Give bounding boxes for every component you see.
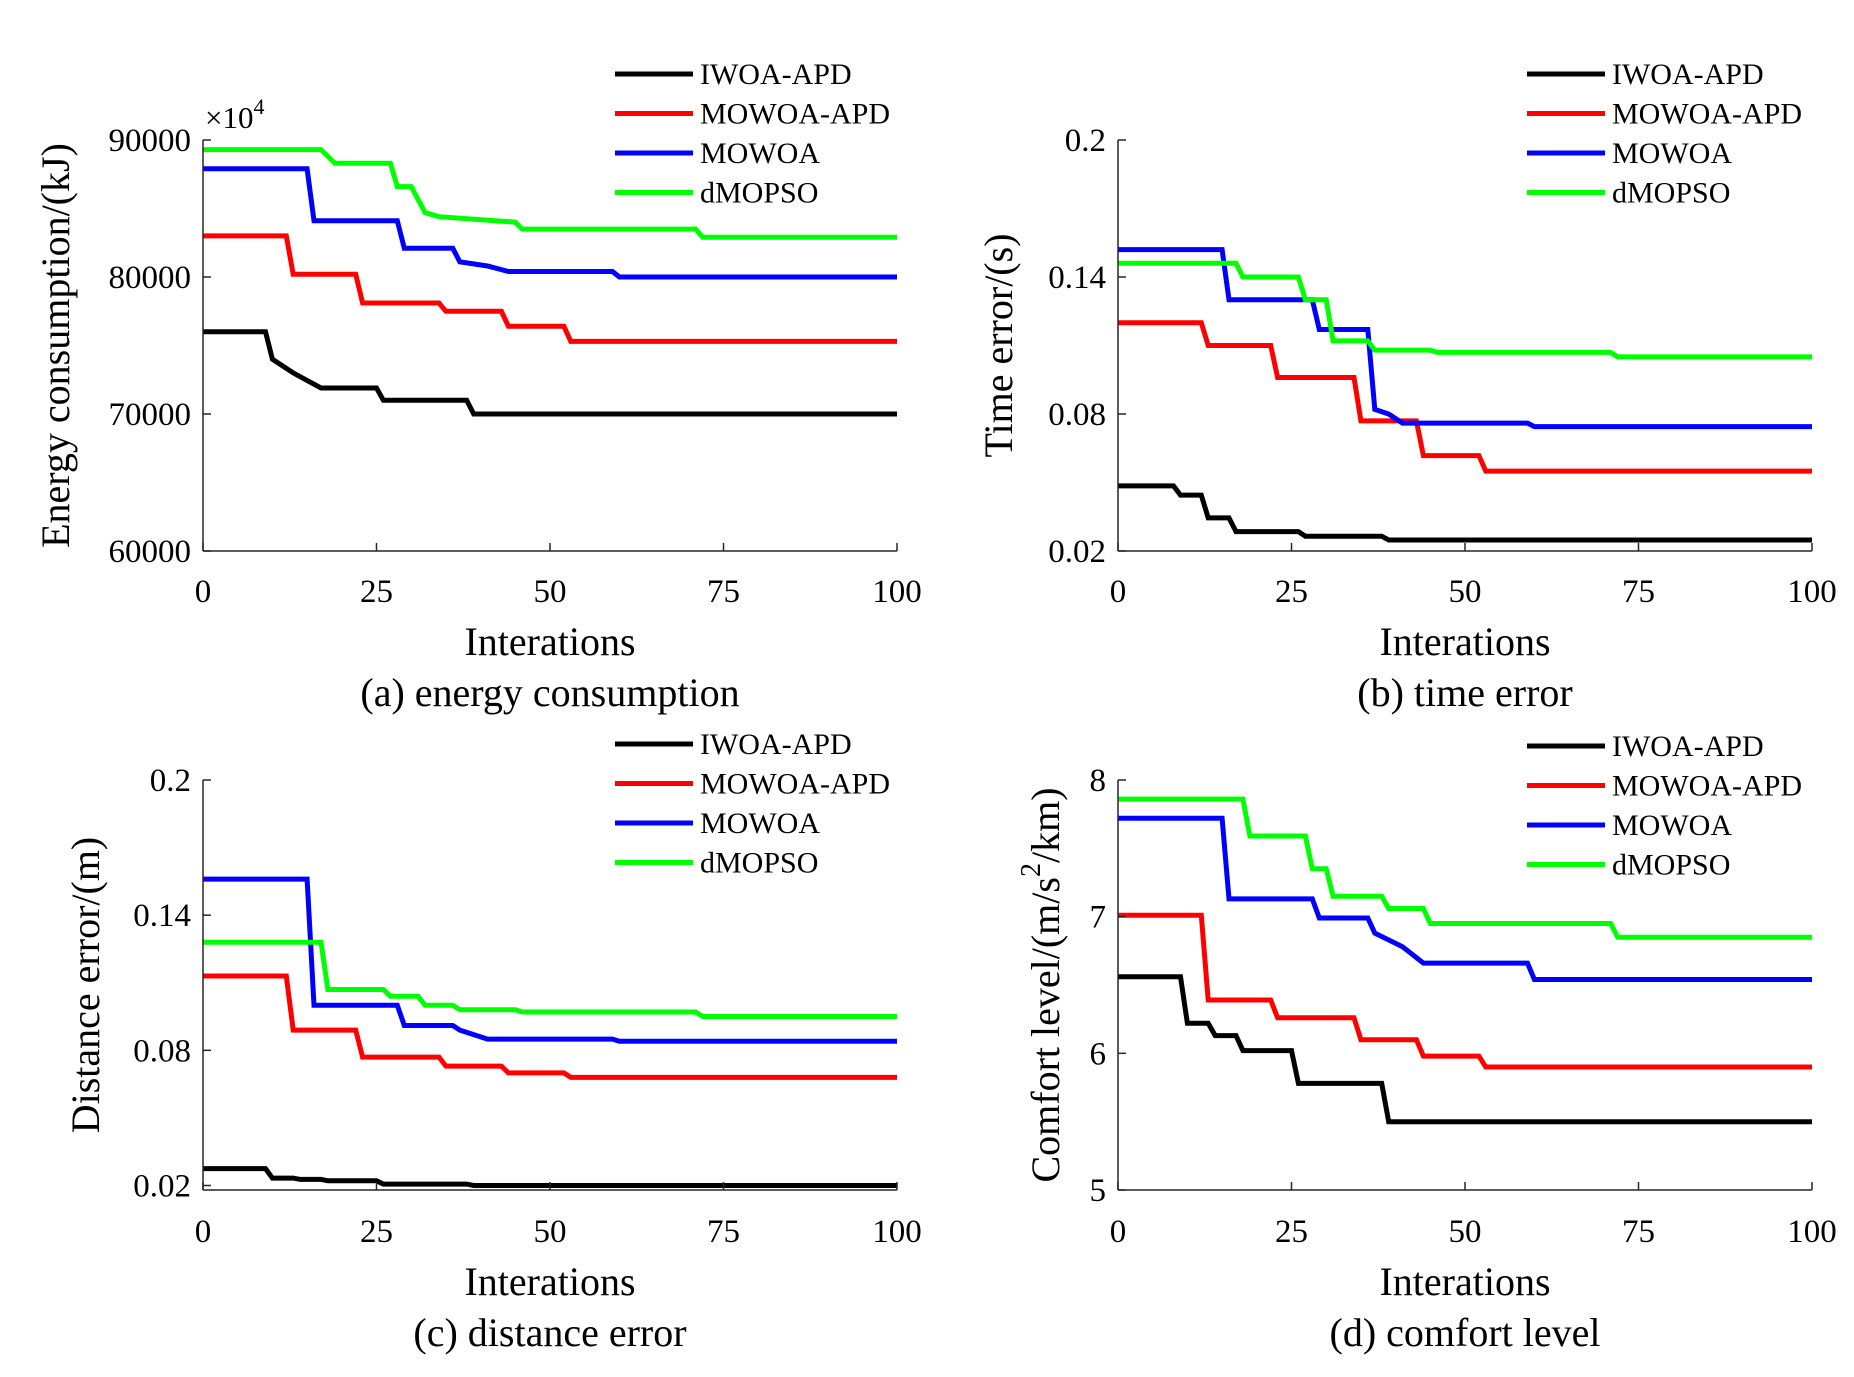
y-multiplier: ×104 [205,94,264,135]
chart-panel-3: 0 25 50 75 100 5 6 7 8 Interations Comfort level/(… [1016,730,1836,1355]
legend-label: IWOA-APD [1612,730,1764,763]
legend: IWOA-APD MOWOA-APD MOWOA dMOPSO [1527,58,1802,210]
legend-label: MOWOA [700,807,820,840]
x-tick-label: 100 [872,574,922,610]
legend-label: dMOPSO [1612,177,1730,210]
x-tick-label: 50 [534,1214,567,1250]
y-axis-label: Comfort level/(m/s2/km) [1016,787,1068,1182]
series-line-iwoa-apd [1118,974,1812,1125]
y-tick-label: 0.14 [133,898,191,934]
x-tick-label: 75 [1622,574,1655,610]
y-axis-label-part: Comfort level/(m/s [1023,877,1068,1183]
legend-label: dMOPSO [700,177,818,210]
y-tick-label: 70000 [109,397,192,433]
x-tick-label: 50 [1449,574,1482,610]
y-tick-label: 7 [1090,900,1107,936]
legend-label: MOWOA-APD [1612,770,1802,803]
y-tick-label: 0.02 [1048,534,1106,570]
legend-label: IWOA-APD [1612,58,1764,91]
chart-panel-0: 0 25 50 75 100 60000 70000 80000 90000 ×104 Intera… [33,58,922,715]
x-tick-label: 0 [195,1214,212,1250]
series-line-dmopso [203,147,897,240]
series-line-iwoa-apd [203,1166,897,1188]
series-line-iwoa-apd [203,329,897,417]
legend-label: MOWOA [700,137,820,170]
legend-label: MOWOA [1612,809,1732,842]
series-line-mowoa [203,166,897,280]
x-tick-label: 25 [360,1214,393,1250]
legend-label: IWOA-APD [700,728,852,761]
series-line-mowoa-apd [203,973,897,1080]
legend-label: MOWOA [1612,137,1732,170]
x-tick-label: 25 [1275,1214,1308,1250]
y-axis-label-part: /km) [1023,787,1068,863]
y-axis-label-superscript: 2 [1016,863,1047,877]
y-tick-label: 0.2 [150,763,191,799]
series-line-mowoa [1118,815,1812,982]
x-axis-label: Interations [464,619,635,664]
series-line-dmopso [203,939,897,1019]
y-tick-label: 90000 [109,123,192,159]
panel-caption: (a) energy consumption [360,670,739,715]
legend-label: dMOPSO [1612,849,1730,882]
x-tick-label: 100 [1787,1214,1837,1250]
y-tick-label: 60000 [109,534,192,570]
legend: IWOA-APD MOWOA-APD MOWOA dMOPSO [615,728,890,880]
series-line-dmopso [1118,260,1812,360]
legend: IWOA-APD MOWOA-APD MOWOA dMOPSO [615,58,890,210]
x-axis-label: Interations [1379,619,1550,664]
x-tick-label: 75 [1622,1214,1655,1250]
x-tick-label: 50 [534,574,567,610]
y-tick-label: 80000 [109,260,192,296]
x-tick-label: 0 [1110,1214,1127,1250]
series-line-mowoa-apd [1118,912,1812,1070]
y-axis-label: Time error/(s) [976,233,1021,457]
legend-label: IWOA-APD [700,58,852,91]
legend-label: MOWOA-APD [700,98,890,131]
y-tick-label: 0.14 [1048,260,1106,296]
y-tick-label: 6 [1090,1036,1107,1072]
legend: IWOA-APD MOWOA-APD MOWOA dMOPSO [1527,730,1802,882]
y-multiplier-exponent: 4 [253,94,264,119]
x-axis-label: Interations [1379,1259,1550,1304]
chart-panel-2: 0 25 50 75 100 0.02 0.08 0.14 0.2 Interations Dist… [63,728,922,1355]
y-axis-label: Energy consumption/(kJ) [33,143,78,548]
legend-label: MOWOA-APD [700,768,890,801]
x-tick-label: 50 [1449,1214,1482,1250]
x-tick-label: 0 [195,574,212,610]
y-tick-label: 5 [1090,1173,1107,1209]
series-line-iwoa-apd [1118,483,1812,543]
x-tick-label: 75 [707,1214,740,1250]
y-tick-label: 0.08 [1048,397,1106,433]
y-tick-label: 8 [1090,763,1107,799]
x-axis-label: Interations [464,1259,635,1304]
x-tick-label: 25 [1275,574,1308,610]
x-tick-label: 100 [872,1214,922,1250]
y-tick-label: 0.02 [133,1168,191,1204]
y-tick-label: 0.08 [133,1033,191,1069]
panel-caption: (d) comfort level [1330,1310,1601,1355]
legend-label: dMOPSO [700,847,818,880]
series-line-mowoa-apd [203,233,897,344]
chart-panel-1: 0 25 50 75 100 0.02 0.08 0.14 0.2 Interations Time… [976,58,1837,715]
x-tick-label: 100 [1787,574,1837,610]
x-tick-label: 0 [1110,574,1127,610]
x-tick-label: 75 [707,574,740,610]
legend-label: MOWOA-APD [1612,98,1802,131]
series-line-mowoa [203,876,897,1044]
panel-caption: (b) time error [1357,670,1572,715]
panel-caption: (c) distance error [413,1310,686,1355]
y-axis-label: Distance error/(m) [63,837,108,1134]
series-line-mowoa [1118,247,1812,430]
series-line-dmopso [1118,796,1812,940]
y-tick-label: 0.2 [1065,123,1106,159]
x-tick-label: 25 [360,574,393,610]
series-line-mowoa-apd [1118,320,1812,474]
